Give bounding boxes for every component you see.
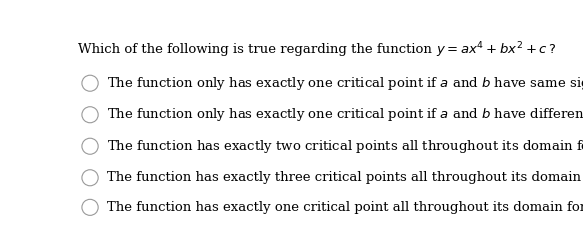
Ellipse shape bbox=[82, 170, 98, 186]
Ellipse shape bbox=[82, 107, 98, 123]
Text: The function has exactly one critical point all throughout its domain for any va: The function has exactly one critical po… bbox=[107, 201, 583, 214]
Text: The function only has exactly one critical point if $\mathit{a}$ and $\mathit{b}: The function only has exactly one critic… bbox=[107, 75, 583, 92]
Text: The function has exactly two critical points all throughout its domain for any v: The function has exactly two critical po… bbox=[107, 138, 583, 155]
Text: $y = ax^{4}+ bx^{2}+c\,?$: $y = ax^{4}+ bx^{2}+c\,?$ bbox=[437, 40, 557, 60]
Ellipse shape bbox=[82, 199, 98, 215]
Text: Which of the following is true regarding the function: Which of the following is true regarding… bbox=[78, 43, 437, 56]
Text: The function only has exactly one critical point if $\mathit{a}$ and $\mathit{b}: The function only has exactly one critic… bbox=[107, 106, 583, 123]
Ellipse shape bbox=[82, 75, 98, 91]
Ellipse shape bbox=[82, 138, 98, 154]
Text: The function has exactly three critical points all throughout its domain for any: The function has exactly three critical … bbox=[107, 171, 583, 184]
